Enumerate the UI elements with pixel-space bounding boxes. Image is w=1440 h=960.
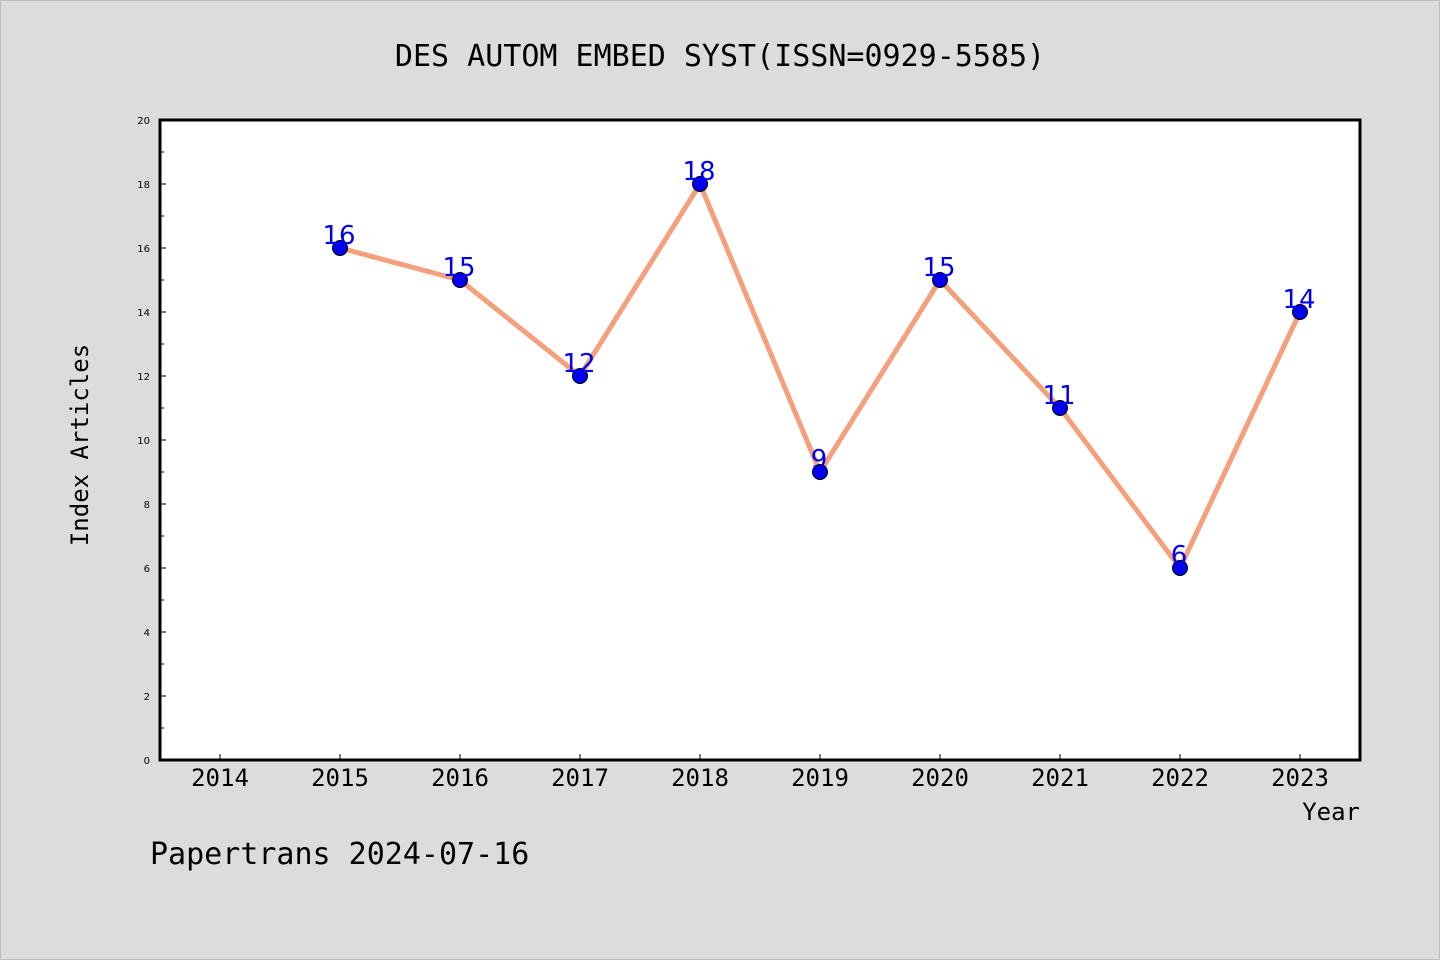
x-tick-label: 2022 <box>1151 764 1209 792</box>
data-point <box>1172 560 1188 576</box>
x-axis-title: Year <box>1302 798 1360 826</box>
chart-title: DES AUTOM EMBED SYST(ISSN=0929-5585) <box>395 39 1045 74</box>
data-point <box>812 464 828 480</box>
x-tick-label: 2016 <box>431 764 489 792</box>
y-tick-label: 0 <box>144 756 150 767</box>
data-label: 6 <box>1171 541 1188 571</box>
y-tick-label: 18 <box>137 180 150 191</box>
x-tick-label: 2021 <box>1031 764 1089 792</box>
y-tick-label: 4 <box>144 628 150 639</box>
x-tick-label: 2017 <box>551 764 609 792</box>
data-label: 9 <box>811 445 828 475</box>
data-point <box>572 368 588 384</box>
y-tick-label: 8 <box>144 500 150 511</box>
y-tick-label: 6 <box>144 564 150 575</box>
data-point <box>1292 304 1308 320</box>
series-group: 16 15 12 18 9 15 11 6 14 <box>322 157 1316 576</box>
x-tick-label: 2019 <box>791 764 849 792</box>
data-label: 18 <box>682 157 715 187</box>
data-label: 15 <box>442 253 475 283</box>
footer-credit: Papertrans 2024-07-16 <box>150 837 529 872</box>
data-point <box>1052 400 1068 416</box>
data-label: 15 <box>922 253 955 283</box>
y-tick-label: 14 <box>137 308 150 319</box>
y-tick-label: 12 <box>137 372 150 383</box>
x-axis-ticks: 2014 2015 2016 2017 2018 2019 2020 2021 2022 2023 <box>191 754 1329 792</box>
y-tick-label: 2 <box>144 692 150 703</box>
x-tick-label: 2020 <box>911 764 969 792</box>
y-axis-title: Index Articles <box>66 344 94 546</box>
x-tick-label: 2023 <box>1271 764 1329 792</box>
data-point <box>692 176 708 192</box>
data-point <box>452 272 468 288</box>
y-tick-label: 20 <box>137 116 150 127</box>
x-tick-label: 2015 <box>311 764 369 792</box>
data-label: 12 <box>562 349 595 379</box>
x-tick-label: 2018 <box>671 764 729 792</box>
data-label: 14 <box>1282 285 1315 315</box>
y-tick-label: 10 <box>137 436 150 447</box>
x-tick-label: 2014 <box>191 764 249 792</box>
data-label: 11 <box>1042 381 1075 411</box>
data-point <box>932 272 948 288</box>
data-point <box>332 240 348 256</box>
y-axis-ticks: 0 2 4 6 8 10 12 14 16 18 20 <box>137 116 166 767</box>
data-label: 16 <box>322 221 355 251</box>
plot-area <box>158 118 1362 762</box>
y-tick-label: 16 <box>137 244 150 255</box>
